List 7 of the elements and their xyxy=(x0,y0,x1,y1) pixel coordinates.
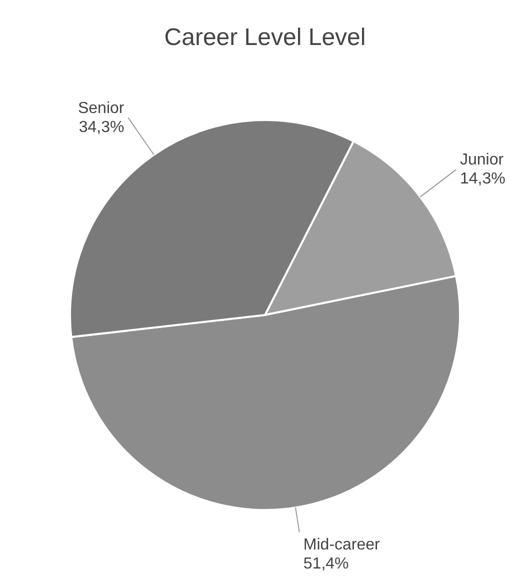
slice-label: Senior xyxy=(78,100,125,117)
slice-label: Mid-career xyxy=(303,536,381,554)
data-label: 51,4% xyxy=(303,555,349,572)
data-label: 14,3% xyxy=(460,170,506,188)
chart-title: Career Level Level xyxy=(164,24,366,51)
data-label: 34,3% xyxy=(78,118,124,136)
slice-label: Junior xyxy=(460,152,504,169)
